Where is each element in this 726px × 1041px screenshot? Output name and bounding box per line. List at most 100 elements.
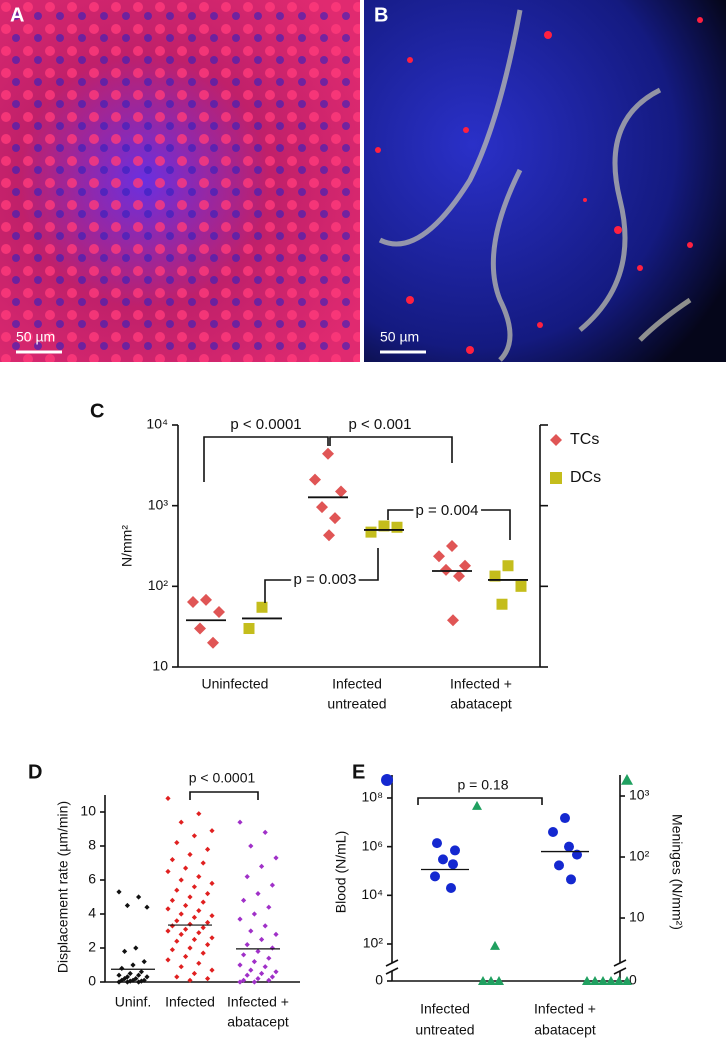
data-point [144, 904, 150, 910]
data-point [478, 976, 488, 985]
data-point [365, 526, 377, 538]
data-point [472, 800, 482, 810]
y-axis-label: Displacement rate (µm/min) [55, 801, 71, 973]
data-point [187, 595, 199, 608]
data-point [169, 923, 175, 929]
data-point [116, 972, 122, 978]
y-tick-label: 2 [88, 939, 96, 955]
data-point [432, 838, 442, 849]
y2-tick-label: 10² [629, 848, 650, 864]
y-tick-label: 10⁸ [362, 789, 384, 805]
data-point [266, 904, 272, 910]
data-point [489, 570, 501, 582]
data-point [262, 964, 268, 970]
data-point [490, 940, 500, 950]
data-point [196, 960, 202, 966]
data-point [165, 906, 171, 912]
data-point [127, 978, 133, 984]
y-axis-label: Blood (N/mL) [333, 831, 349, 913]
data-point [119, 977, 125, 983]
data-point [566, 874, 576, 885]
data-point [322, 447, 334, 460]
data-point [196, 874, 202, 880]
data-point [136, 972, 142, 978]
data-point [448, 859, 458, 870]
data-point [169, 947, 175, 953]
panel-label: E [352, 761, 365, 783]
data-point [165, 868, 171, 875]
y-tick-label: 10 [152, 658, 168, 674]
data-point [191, 914, 197, 920]
data-point [200, 950, 206, 956]
image-a [0, 0, 360, 362]
data-point [241, 897, 247, 903]
y-tick-label: 10⁴ [361, 886, 383, 902]
y2-tick-label: 0 [629, 972, 637, 988]
x-tick-label: Infected + [450, 676, 512, 692]
data-point [259, 970, 265, 977]
data-point [200, 899, 206, 905]
p-value: p < 0.0001 [230, 416, 301, 433]
data-point [165, 957, 171, 963]
data-point [174, 840, 180, 846]
legend-marker [550, 434, 562, 446]
y-axis-label: N/mm² [119, 525, 135, 567]
data-point [191, 970, 197, 977]
scale-bar-label: 50 µm [380, 329, 419, 345]
y2-tick-label: 10³ [629, 787, 650, 803]
data-point [438, 854, 448, 865]
axis-key-marker [621, 774, 633, 785]
data-point [122, 976, 128, 982]
data-point [266, 977, 272, 983]
data-point [205, 846, 211, 852]
data-point [622, 976, 632, 985]
significance-bracket [203, 436, 329, 482]
x-tick-label: abatacept [534, 1022, 596, 1038]
data-point [560, 813, 570, 824]
data-point [116, 979, 122, 985]
data-point [494, 976, 504, 985]
data-point [237, 979, 243, 985]
legend-marker [550, 472, 562, 484]
y-tick-label: 10⁶ [362, 837, 383, 853]
data-point [174, 887, 180, 893]
data-point [196, 930, 202, 936]
data-point [237, 962, 243, 968]
x-tick-label: untreated [415, 1022, 474, 1038]
data-point [262, 829, 268, 835]
significance-bracket [387, 509, 511, 540]
data-point [241, 952, 247, 958]
data-point [266, 955, 272, 961]
data-point [251, 911, 257, 917]
data-point [133, 976, 139, 982]
y-tick-label: 0 [88, 973, 96, 989]
data-point [183, 926, 189, 932]
data-point [391, 521, 403, 533]
x-tick-label: abatacept [450, 696, 512, 712]
data-point [329, 512, 341, 525]
data-point [116, 889, 122, 895]
data-point [273, 931, 279, 937]
y-tick-label: 4 [88, 905, 96, 921]
data-point [178, 877, 184, 883]
y-tick-label: 10² [363, 935, 384, 951]
data-point [244, 972, 250, 978]
data-point [496, 598, 508, 610]
data-point [515, 580, 527, 592]
axis-break [385, 959, 627, 975]
data-point [256, 601, 268, 613]
data-point [335, 485, 347, 498]
p-value: p = 0.004 [416, 502, 479, 519]
data-point [122, 948, 128, 954]
y-tick-label: 0 [375, 972, 383, 988]
data-point [209, 913, 215, 919]
panel-label: B [374, 4, 388, 26]
data-point [200, 593, 212, 606]
data-point [130, 977, 136, 983]
x-tick-label: Infected [332, 676, 382, 692]
p-value: p = 0.003 [294, 571, 357, 588]
data-point [178, 931, 184, 937]
data-point [183, 865, 189, 871]
data-point [144, 974, 150, 980]
